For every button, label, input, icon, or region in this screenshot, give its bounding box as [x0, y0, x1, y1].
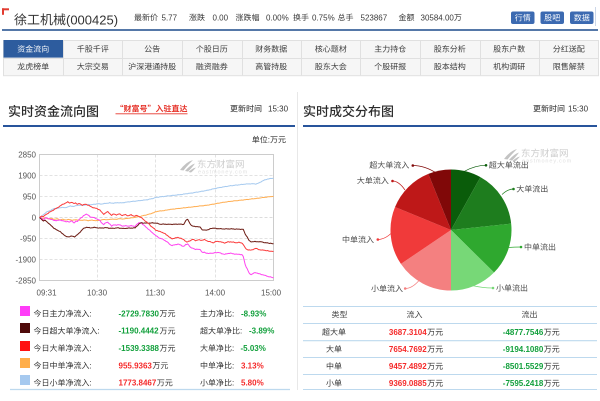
- svg-text:-7595.2418: -7595.2418: [503, 379, 544, 388]
- svg-text::: :: [232, 361, 234, 370]
- svg-text::: :: [90, 379, 92, 388]
- svg-text:0.00: 0.00: [213, 13, 229, 22]
- svg-text:523867: 523867: [361, 13, 388, 22]
- svg-text:15:30: 15:30: [568, 105, 589, 114]
- svg-text:11:30: 11:30: [146, 289, 166, 298]
- svg-text:-8.93%: -8.93%: [241, 309, 266, 318]
- svg-text:eastmoney.com: eastmoney.com: [522, 159, 572, 165]
- svg-text:9369.0885: 9369.0885: [389, 379, 427, 388]
- svg-text::: :: [232, 379, 234, 388]
- svg-text::: :: [240, 327, 242, 336]
- svg-text:-1190.4442: -1190.4442: [119, 327, 160, 336]
- svg-text::: :: [232, 309, 234, 318]
- svg-text:1773.8467: 1773.8467: [119, 379, 157, 388]
- svg-text:0.00%: 0.00%: [266, 13, 289, 22]
- svg-text:955.9363: 955.9363: [119, 361, 153, 370]
- svg-text::: :: [268, 136, 270, 145]
- svg-text:-9194.1080: -9194.1080: [503, 345, 544, 354]
- svg-text:950: 950: [23, 192, 37, 201]
- svg-text:1900: 1900: [18, 171, 36, 180]
- svg-text:14:00: 14:00: [205, 289, 226, 298]
- svg-text::: :: [90, 309, 92, 318]
- svg-text:0: 0: [32, 213, 37, 222]
- svg-text:-950: -950: [20, 234, 37, 243]
- svg-text:-1900: -1900: [16, 255, 37, 264]
- svg-text::: :: [90, 361, 92, 370]
- svg-text:7654.7692: 7654.7692: [389, 345, 427, 354]
- svg-text:09:31: 09:31: [37, 289, 58, 298]
- svg-text:5.80%: 5.80%: [241, 379, 264, 388]
- svg-text:-5.03%: -5.03%: [241, 344, 266, 353]
- svg-text:-1539.3388: -1539.3388: [119, 344, 160, 353]
- svg-text:eastmoney.com: eastmoney.com: [198, 170, 248, 176]
- svg-text:10:30: 10:30: [87, 289, 108, 298]
- svg-text:(000425): (000425): [66, 12, 118, 27]
- svg-text::: :: [232, 344, 234, 353]
- svg-text:9457.4892: 9457.4892: [389, 362, 427, 371]
- svg-text:30584.00: 30584.00: [421, 13, 455, 22]
- svg-text:-2850: -2850: [16, 276, 37, 285]
- svg-text:15:00: 15:00: [261, 289, 282, 298]
- svg-text::: :: [98, 327, 100, 336]
- svg-text:-4877.7546: -4877.7546: [503, 328, 544, 337]
- svg-text:3.13%: 3.13%: [241, 361, 264, 370]
- svg-text:5.77: 5.77: [162, 13, 178, 22]
- svg-text:-3.89%: -3.89%: [249, 327, 274, 336]
- svg-text:15:30: 15:30: [268, 105, 289, 114]
- svg-text:3687.3104: 3687.3104: [389, 328, 427, 337]
- svg-text::: :: [90, 344, 92, 353]
- svg-text:-2729.7830: -2729.7830: [119, 309, 160, 318]
- svg-text:2850: 2850: [18, 150, 36, 159]
- svg-text:0.75%: 0.75%: [312, 13, 335, 22]
- svg-text:-8501.5529: -8501.5529: [503, 362, 544, 371]
